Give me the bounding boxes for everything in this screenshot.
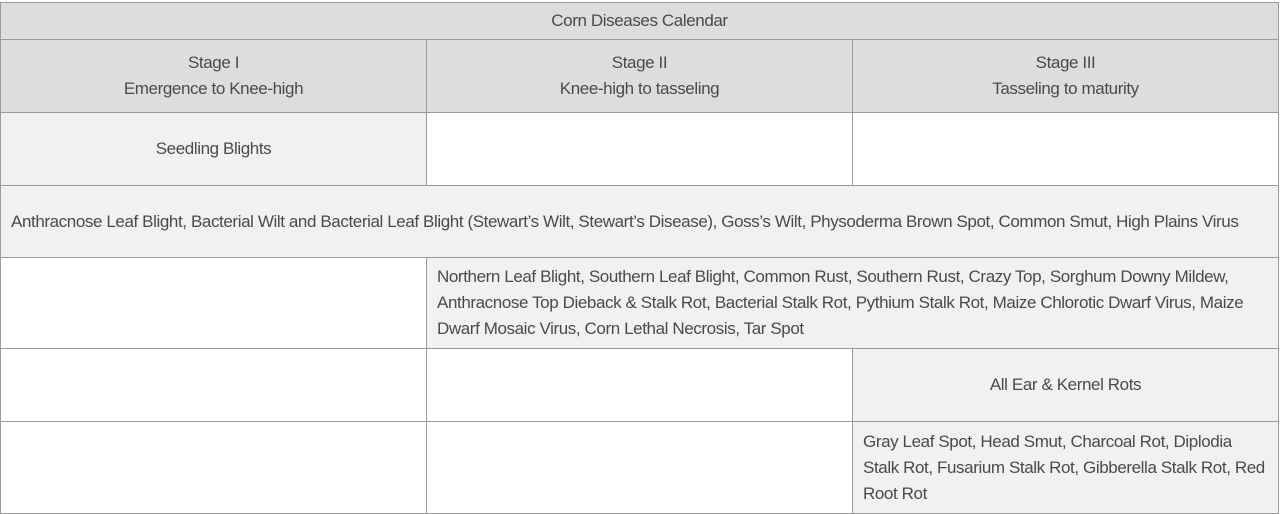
header-stage-1: Stage I Emergence to Knee-high: [0, 39, 427, 113]
disease-cell: Gray Leaf Spot, Head Smut, Charcoal Rot,…: [852, 421, 1279, 514]
table-row: Northern Leaf Blight, Southern Leaf Blig…: [0, 257, 1279, 349]
empty-cell: [426, 348, 853, 422]
empty-cell: [852, 112, 1279, 186]
stage-range: Knee-high to tasseling: [559, 79, 720, 98]
stage-label: Stage III: [1035, 53, 1096, 72]
empty-cell: [0, 421, 427, 514]
table-title: Corn Diseases Calendar: [0, 2, 1279, 40]
header-stage-3: Stage III Tasseling to maturity: [852, 39, 1279, 113]
empty-cell: [426, 112, 853, 186]
stage-label: Stage II: [611, 53, 668, 72]
table-row: All Ear & Kernel Rots: [0, 348, 1279, 422]
empty-cell: [0, 348, 427, 422]
stage-range: Tasseling to maturity: [992, 79, 1139, 98]
disease-cell: All Ear & Kernel Rots: [852, 348, 1279, 422]
empty-cell: [0, 257, 427, 349]
table-row: Gray Leaf Spot, Head Smut, Charcoal Rot,…: [0, 421, 1279, 514]
empty-cell: [426, 421, 853, 514]
stage-label: Stage I: [187, 53, 240, 72]
table-row: Seedling Blights: [0, 112, 1279, 186]
table-row: Anthracnose Leaf Blight, Bacterial Wilt …: [0, 185, 1279, 258]
disease-cell: Seedling Blights: [0, 112, 427, 186]
disease-cell: Northern Leaf Blight, Southern Leaf Blig…: [426, 257, 1279, 349]
disease-cell: Anthracnose Leaf Blight, Bacterial Wilt …: [0, 185, 1279, 258]
stage-range: Emergence to Knee-high: [123, 79, 304, 98]
header-stage-2: Stage II Knee-high to tasseling: [426, 39, 853, 113]
